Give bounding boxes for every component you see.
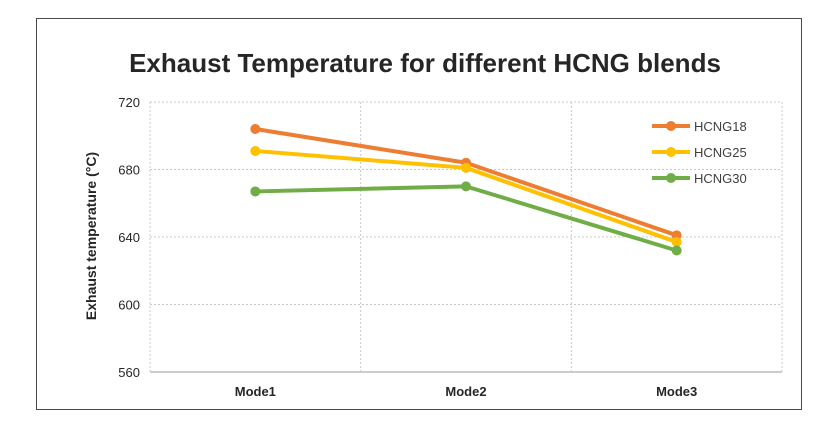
- legend-item-hcng30: HCNG30: [652, 171, 747, 186]
- legend-item-hcng25: HCNG25: [652, 145, 747, 160]
- data-point-hcng18: [250, 124, 261, 134]
- y-tick-label: 600: [118, 298, 140, 313]
- legend-marker: [666, 121, 676, 131]
- y-axis-label: Exhaust temperature (°C): [83, 152, 99, 320]
- x-tick-labels: Mode1 Mode2 Mode3: [235, 384, 698, 399]
- y-tick-label: 560: [118, 365, 140, 380]
- x-tick-label: Mode2: [445, 384, 486, 399]
- chart-title: Exhaust Temperature for different HCNG b…: [129, 48, 721, 78]
- legend: HCNG18 HCNG25 HCNG30: [652, 119, 747, 186]
- legend-label: HCNG25: [694, 145, 747, 160]
- y-tick-labels: 560 600 640 680 720: [118, 95, 140, 380]
- data-point-hcng25: [671, 237, 682, 248]
- grid-lines: [149, 101, 783, 373]
- data-point-hcng25: [461, 162, 471, 173]
- legend-item-hcng18: HCNG18: [652, 119, 747, 134]
- x-tick-label: Mode1: [235, 384, 276, 399]
- y-tick-label: 640: [118, 230, 140, 245]
- legend-label: HCNG18: [694, 119, 747, 134]
- legend-label: HCNG30: [694, 171, 747, 186]
- data-point-hcng30: [671, 245, 682, 256]
- legend-marker: [666, 147, 676, 157]
- y-tick-label: 720: [118, 95, 140, 110]
- series-lines: [250, 124, 682, 256]
- data-point-hcng30: [250, 186, 261, 197]
- chart-frame: [36, 18, 802, 410]
- y-tick-label: 680: [118, 163, 140, 178]
- legend-marker: [666, 173, 676, 183]
- x-tick-label: Mode3: [656, 384, 697, 399]
- data-point-hcng30: [461, 181, 471, 192]
- data-point-hcng25: [250, 145, 261, 156]
